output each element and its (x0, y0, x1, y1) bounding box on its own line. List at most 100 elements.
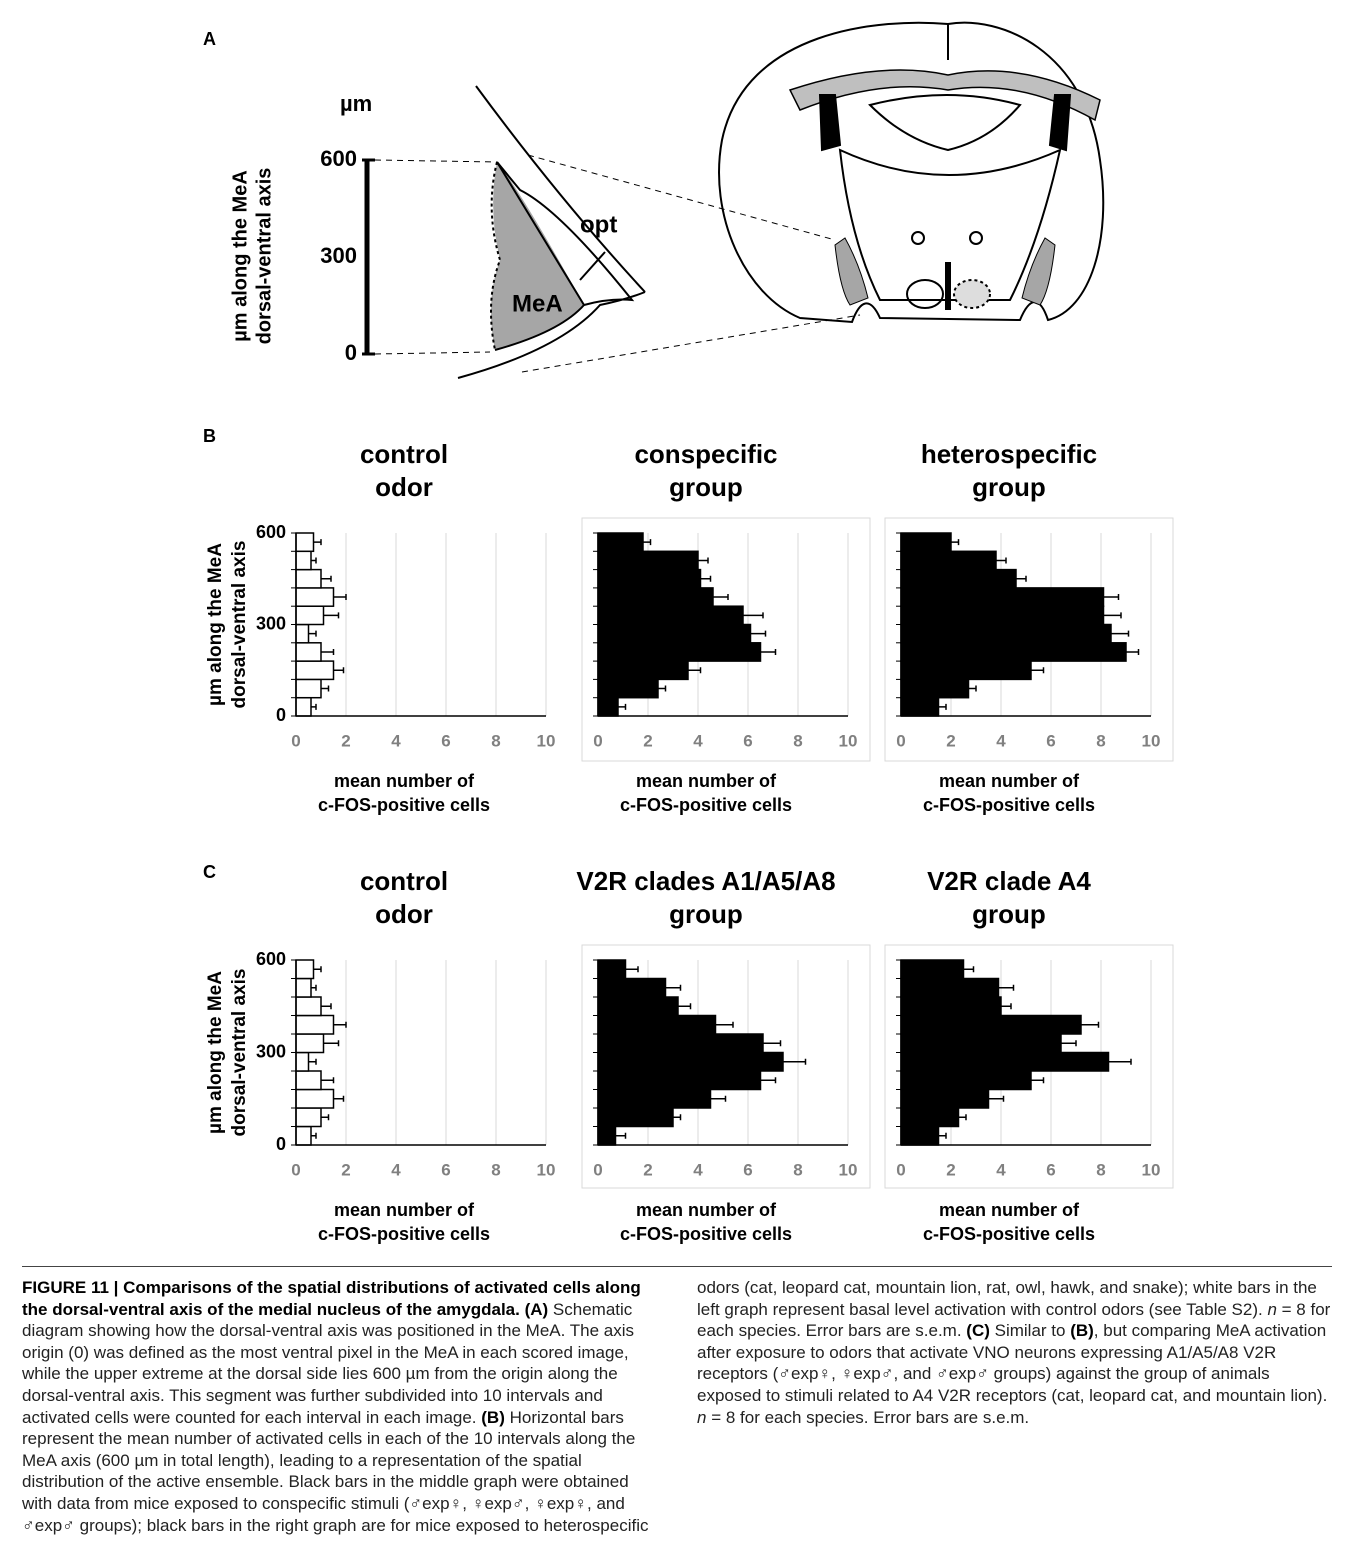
error-bar (658, 686, 666, 692)
error-bar (321, 1114, 329, 1120)
bar (598, 606, 743, 624)
chart-title: group (669, 899, 743, 929)
scale-label: 0 (345, 340, 357, 365)
x-tick-label: 4 (693, 731, 703, 750)
bar (296, 1034, 324, 1053)
bar (296, 1053, 309, 1072)
error-bar (314, 966, 322, 972)
axis-label: µm along the MeA (229, 170, 251, 342)
error-bar (1061, 1040, 1076, 1046)
x-tick-label: 8 (793, 1160, 802, 1179)
bar (901, 1034, 1061, 1053)
bar (296, 679, 321, 697)
bar (296, 1127, 311, 1146)
error-bar (698, 557, 708, 563)
ventricle (820, 95, 1070, 150)
x-tick-label: 8 (1096, 731, 1105, 750)
error-bar (763, 1040, 781, 1046)
x-tick-label: 0 (896, 1160, 905, 1179)
bar (901, 570, 1016, 588)
x-axis-label: c-FOS-positive cells (318, 1224, 490, 1244)
error-bar (1126, 649, 1139, 655)
x-tick-label: 8 (491, 731, 500, 750)
bar (901, 551, 996, 569)
x-axis-label: c-FOS-positive cells (620, 1224, 792, 1244)
error-bar (678, 1003, 691, 1009)
bar (296, 1108, 321, 1127)
bar (598, 533, 643, 551)
bar (901, 625, 1111, 643)
bar (901, 1053, 1109, 1072)
scale-label: 300 (320, 243, 357, 268)
axis-label: dorsal-ventral axis (253, 168, 275, 345)
bar (296, 533, 314, 551)
caption-text: = 8 for each species. Error bars are s.e… (706, 1408, 1029, 1427)
bar (598, 1034, 763, 1053)
mea-region (491, 162, 584, 350)
error-bar (1016, 576, 1026, 582)
error-bar (1081, 1022, 1099, 1028)
error-bar (1111, 631, 1129, 637)
figure: A B C µm 0 300 600 µm along the MeA dors… (0, 0, 1358, 1262)
error-bar (701, 576, 711, 582)
bar (296, 698, 311, 716)
error-bar (309, 1059, 317, 1065)
error-bar (951, 539, 959, 545)
bar (598, 698, 618, 716)
bar (598, 588, 713, 606)
error-bar (761, 649, 776, 655)
caption-text: (A) (525, 1300, 549, 1319)
error-bar (716, 1022, 734, 1028)
bar (901, 1016, 1081, 1035)
y-tick-label: 0 (276, 1134, 286, 1154)
error-bar (1109, 1059, 1132, 1065)
x-tick-label: 0 (896, 731, 905, 750)
caption-text: (C) (966, 1321, 990, 1340)
bar (296, 625, 309, 643)
error-bar (666, 985, 681, 991)
bar (296, 643, 321, 661)
region-label: MeA (512, 290, 563, 317)
bar (901, 606, 1104, 624)
bar (296, 661, 334, 679)
y-axis-label: dorsal-ventral axis (229, 969, 250, 1137)
error-bar (673, 1114, 681, 1120)
bar (901, 679, 969, 697)
bar (901, 1127, 939, 1146)
x-axis-label: mean number of (636, 771, 777, 791)
bar (901, 997, 1001, 1016)
bar (296, 551, 311, 569)
error-bar (334, 594, 347, 600)
error-bar (1031, 667, 1044, 673)
bar (598, 1071, 761, 1090)
x-tick-label: 8 (1096, 1160, 1105, 1179)
error-bar (334, 667, 344, 673)
x-tick-label: 4 (391, 1160, 401, 1179)
pointer (580, 252, 605, 280)
x-tick-label: 6 (441, 731, 450, 750)
x-tick-label: 10 (1142, 1160, 1161, 1179)
bar (296, 1090, 334, 1109)
x-tick-label: 2 (643, 731, 652, 750)
x-tick-label: 2 (946, 731, 955, 750)
caption: FIGURE 11 | Comparisons of the spatial d… (22, 1266, 1332, 1554)
chart-title: conspecific (634, 439, 777, 469)
x-tick-label: 4 (693, 1160, 703, 1179)
y-tick-label: 0 (276, 705, 286, 725)
error-bar (761, 1077, 776, 1083)
error-bar (713, 594, 728, 600)
error-bar (1031, 1077, 1044, 1083)
x-tick-label: 6 (743, 1160, 752, 1179)
y-tick-label: 300 (256, 1041, 286, 1061)
page: A B C µm 0 300 600 µm along the MeA dors… (0, 0, 1358, 1558)
x-tick-label: 0 (291, 1160, 300, 1179)
nucleus (907, 280, 943, 308)
error-bar (321, 686, 329, 692)
y-tick-label: 600 (256, 949, 286, 969)
error-bar (334, 1096, 344, 1102)
x-axis-label: mean number of (334, 1200, 475, 1220)
panel-label: C (203, 862, 216, 882)
bar (901, 533, 951, 551)
x-axis-label: mean number of (939, 1200, 1080, 1220)
